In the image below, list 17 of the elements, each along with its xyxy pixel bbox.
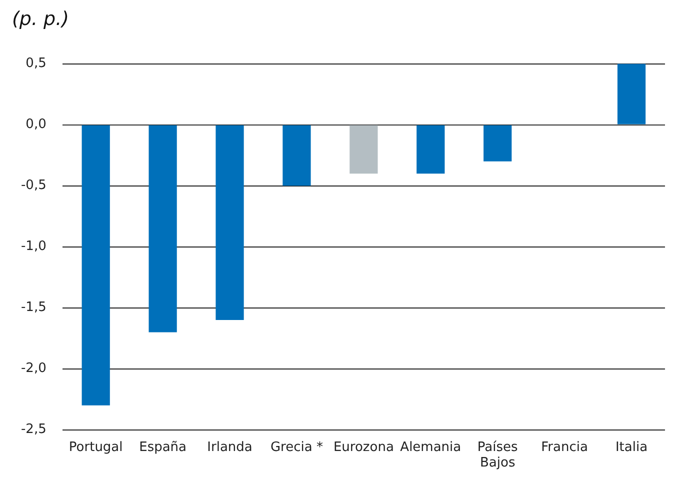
x-tick-label: Italia [615, 440, 648, 455]
y-tick-label: 0,0 [26, 117, 46, 132]
y-tick-label: -1,0 [20, 239, 46, 254]
x-tick-label: Portugal [68, 440, 123, 455]
y-tick-label: -2,5 [20, 422, 46, 438]
x-tick-label: Países Bajos [477, 440, 518, 471]
y-tick-label: -0,5 [20, 178, 46, 194]
x-tick-label: Alemania [400, 440, 462, 455]
x-tick-label: Irlanda [207, 440, 252, 455]
y-tick-label: -2,0 [20, 361, 46, 376]
y-axis-title: (p. p.) [12, 8, 70, 30]
y-tick-label: -1,5 [20, 300, 46, 316]
x-tick-label: Francia [541, 440, 588, 455]
x-tick-label: Grecia * [270, 440, 324, 455]
y-tick-label: 0,5 [26, 56, 46, 72]
x-tick-label: España [139, 440, 187, 455]
x-tick-label: Eurozona [333, 440, 394, 455]
